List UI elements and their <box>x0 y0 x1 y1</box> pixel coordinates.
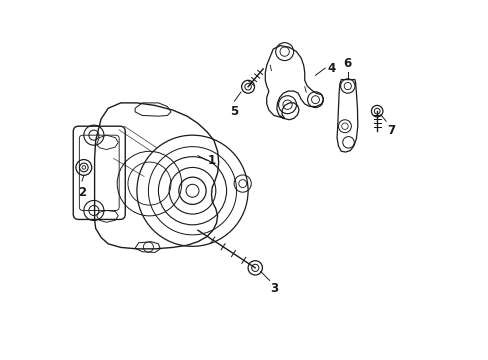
Text: 5: 5 <box>229 105 237 118</box>
Text: 3: 3 <box>270 282 278 295</box>
Text: 4: 4 <box>326 62 335 75</box>
Text: 1: 1 <box>207 154 216 167</box>
Text: 2: 2 <box>78 186 86 199</box>
Text: 6: 6 <box>343 57 351 69</box>
Text: 7: 7 <box>386 124 394 137</box>
